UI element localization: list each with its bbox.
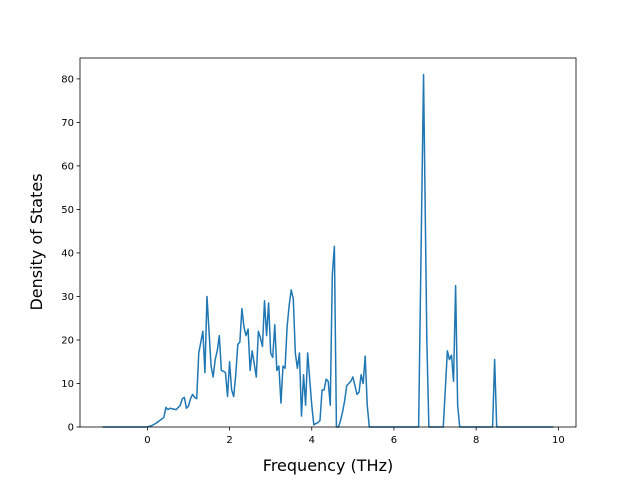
y-tick-label: 50 [61,205,74,216]
plot-frame [79,57,577,428]
x-axis-label: Frequency (THz) [263,456,393,475]
y-tick-label: 80 [61,74,74,85]
x-tick-label: 4 [309,435,315,446]
y-axis-label: Density of States [27,173,46,310]
y-tick-label: 0 [68,423,74,434]
x-tick-label: 6 [391,435,397,446]
line [102,73,554,428]
x-tick-label: 8 [473,435,479,446]
y-tick-label: 70 [61,118,74,129]
y-tick-label: 30 [61,292,74,303]
y-tick-label: 40 [61,248,74,259]
x-tick-label: 0 [144,435,150,446]
y-tick-label: 60 [61,161,74,172]
x-tick-label: 10 [552,435,565,446]
x-tick-label: 2 [226,435,232,446]
y-tick-label: 20 [61,335,74,346]
y-tick-label: 10 [61,379,74,390]
